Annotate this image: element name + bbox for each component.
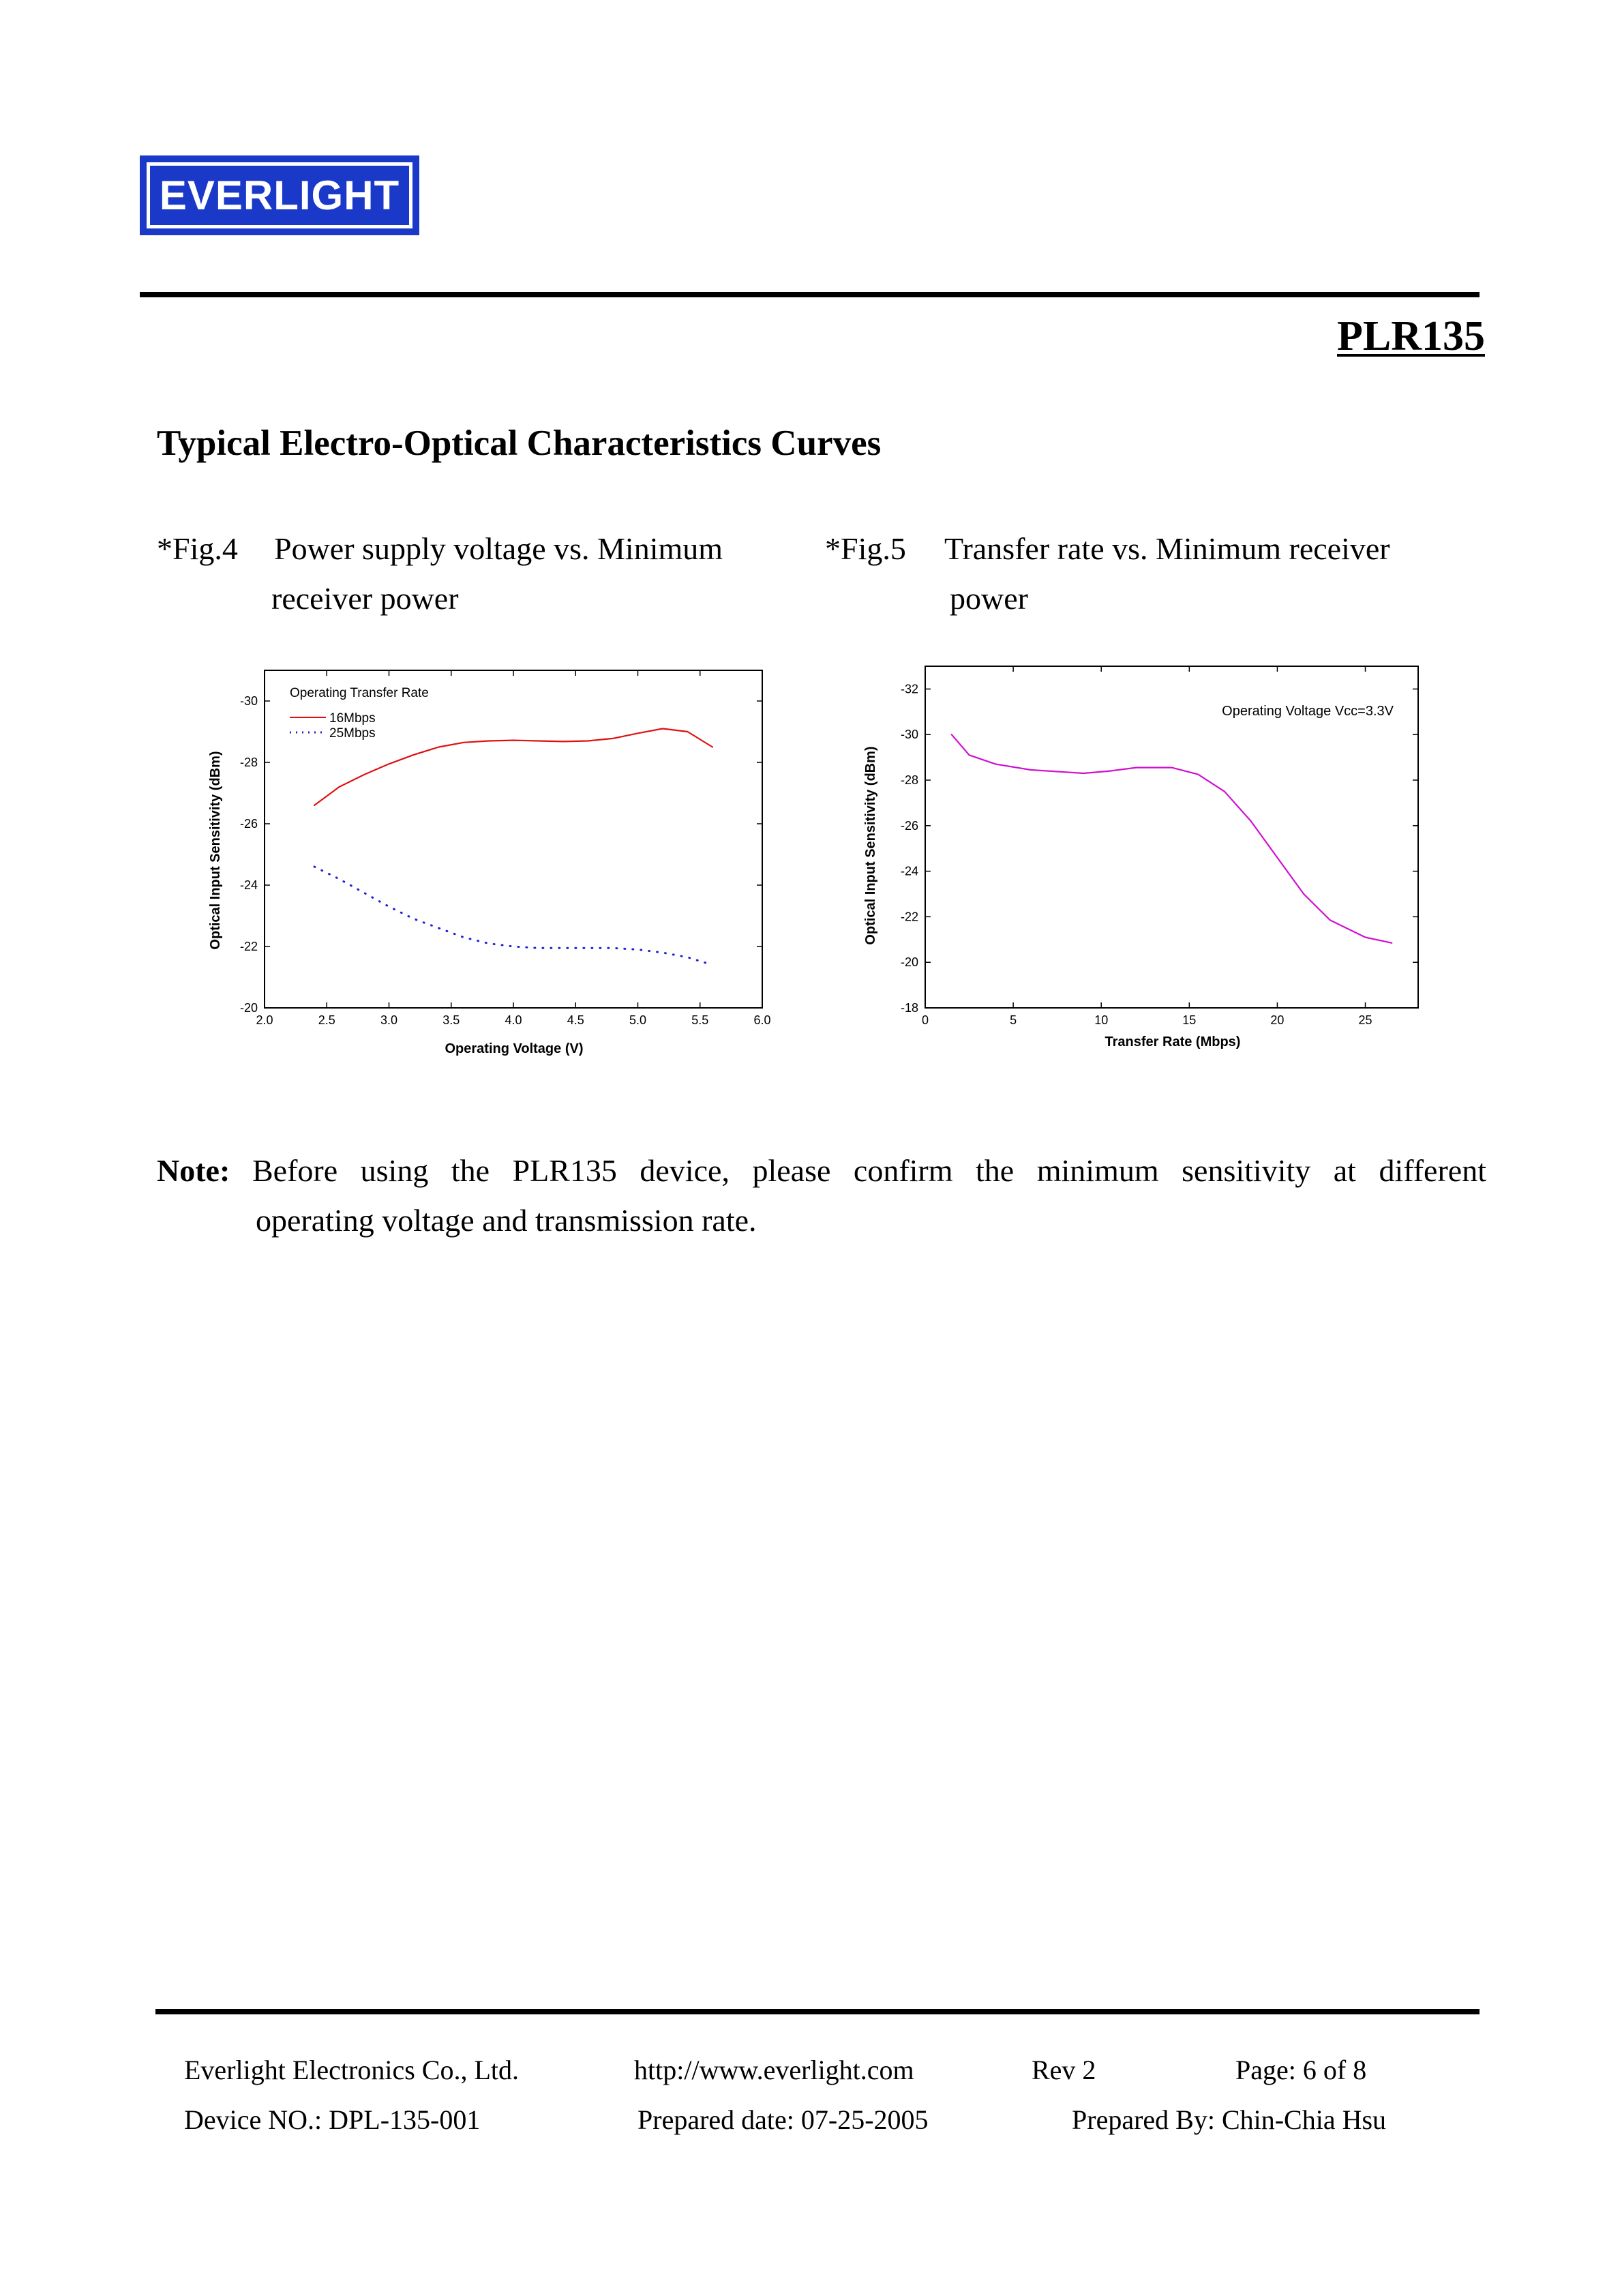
chart2-xtick-label: 0 xyxy=(922,1013,929,1027)
chart2-ytick-label: -24 xyxy=(901,865,918,878)
fig4-caption-line1: Power supply voltage vs. Minimum xyxy=(274,531,723,566)
footer-prepared-by: Prepared By: Chin-Chia Hsu xyxy=(1072,2104,1387,2135)
section-title: Typical Electro-Optical Characteristics … xyxy=(157,423,882,463)
chart2-ytick-label: -22 xyxy=(901,910,918,923)
fig4-caption-line2: receiver power xyxy=(271,581,459,616)
chart1-ylabel: Optical Input Sensitivity (dBm) xyxy=(208,751,223,949)
footer-revision: Rev 2 xyxy=(1032,2055,1096,2085)
chart1-xtick-label: 6.0 xyxy=(753,1013,770,1027)
chart2-frame xyxy=(925,666,1419,1009)
part-number: PLR135 xyxy=(1337,313,1485,359)
note-label: Note: xyxy=(157,1153,230,1188)
note-line2: operating voltage and transmission rate. xyxy=(256,1203,757,1238)
chart1-xtick-label: 3.5 xyxy=(442,1013,460,1027)
footer-website: http://www.everlight.com xyxy=(634,2055,914,2085)
chart1-ytick-label: -24 xyxy=(240,878,258,892)
fig5-caption-line2: power xyxy=(950,581,1028,616)
chart2-series-0-line xyxy=(950,734,1393,944)
chart1-ytick-label: -20 xyxy=(240,1001,258,1015)
fig4-caption: *Fig.4 Power supply voltage vs. Minimum … xyxy=(157,524,784,626)
logo-text: EVERLIGHT xyxy=(159,173,400,218)
chart2-xtick-label: 10 xyxy=(1094,1013,1108,1027)
footer-company: Everlight Electronics Co., Ltd. xyxy=(184,2055,519,2085)
fig5-number: *Fig.5 xyxy=(825,531,906,566)
footer-rule xyxy=(155,2009,1480,2014)
chart1-ytick-label: -22 xyxy=(240,940,258,953)
chart2-xtick-label: 25 xyxy=(1359,1013,1372,1027)
chart1-legend-16mbps: 16Mbps xyxy=(329,711,376,726)
fig5-caption: *Fig.5 Transfer rate vs. Minimum receive… xyxy=(825,524,1452,626)
chart1-xtick-label: 5.5 xyxy=(691,1013,708,1027)
chart2-ytick-label: -20 xyxy=(901,955,918,969)
chart1-ytick-label: -30 xyxy=(240,694,258,708)
chart1-xtick-label: 4.0 xyxy=(505,1013,522,1027)
chart1-ytick-label: -28 xyxy=(240,756,258,769)
header-rule xyxy=(140,292,1480,297)
chart1-xtick-label: 4.5 xyxy=(567,1013,584,1027)
chart2-annotation: Operating Voltage Vcc=3.3V xyxy=(1222,704,1394,719)
chart1-legend-title: Operating Transfer Rate xyxy=(290,686,429,700)
chart2-ytick-label: -18 xyxy=(901,1001,918,1015)
chart2-ylabel: Optical Input Sensitivity (dBm) xyxy=(863,746,878,944)
everlight-logo: EVERLIGHT xyxy=(140,155,419,235)
chart2-ytick-label: -26 xyxy=(901,819,918,833)
footer-prepared-date: Prepared date: 07-25-2005 xyxy=(637,2104,929,2135)
chart1-xtick-label: 5.0 xyxy=(629,1013,646,1027)
fig5-chart: Optical Input Sensitivity (dBm) Transfer… xyxy=(863,666,1419,1049)
chart2-xtick-label: 20 xyxy=(1270,1013,1284,1027)
chart2-ytick-label: -30 xyxy=(901,728,918,741)
footer-device-no: Device NO.: DPL-135-001 xyxy=(184,2104,481,2135)
footer-page: Page: 6 of 8 xyxy=(1235,2055,1367,2085)
chart1-xtick-label: 2.0 xyxy=(256,1013,273,1027)
chart1-xtick-label: 3.0 xyxy=(380,1013,397,1027)
logo-frame: EVERLIGHT xyxy=(147,162,412,228)
chart2-xlabel: Transfer Rate (Mbps) xyxy=(1105,1034,1241,1049)
chart2-xtick-label: 15 xyxy=(1182,1013,1196,1027)
chart2-xtick-label: 5 xyxy=(1010,1013,1017,1027)
note-line1: Before using the PLR135 device, please c… xyxy=(252,1153,1486,1188)
fig5-caption-line1: Transfer rate vs. Minimum receiver xyxy=(944,531,1390,566)
chart2-ytick-label: -28 xyxy=(901,773,918,787)
chart1-legend-25mbps: 25Mbps xyxy=(329,726,376,741)
fig4-chart: Optical Input Sensitivity (dBm) Operatin… xyxy=(208,670,771,1056)
fig4-number: *Fig.4 xyxy=(157,531,238,566)
chart1-xlabel: Operating Voltage (V) xyxy=(445,1041,584,1056)
chart1-series-25mbps-line xyxy=(313,865,714,966)
chart2-ytick-label: -32 xyxy=(901,682,918,696)
chart1-xtick-label: 2.5 xyxy=(318,1013,335,1027)
chart1-ytick-label: -26 xyxy=(240,817,258,831)
